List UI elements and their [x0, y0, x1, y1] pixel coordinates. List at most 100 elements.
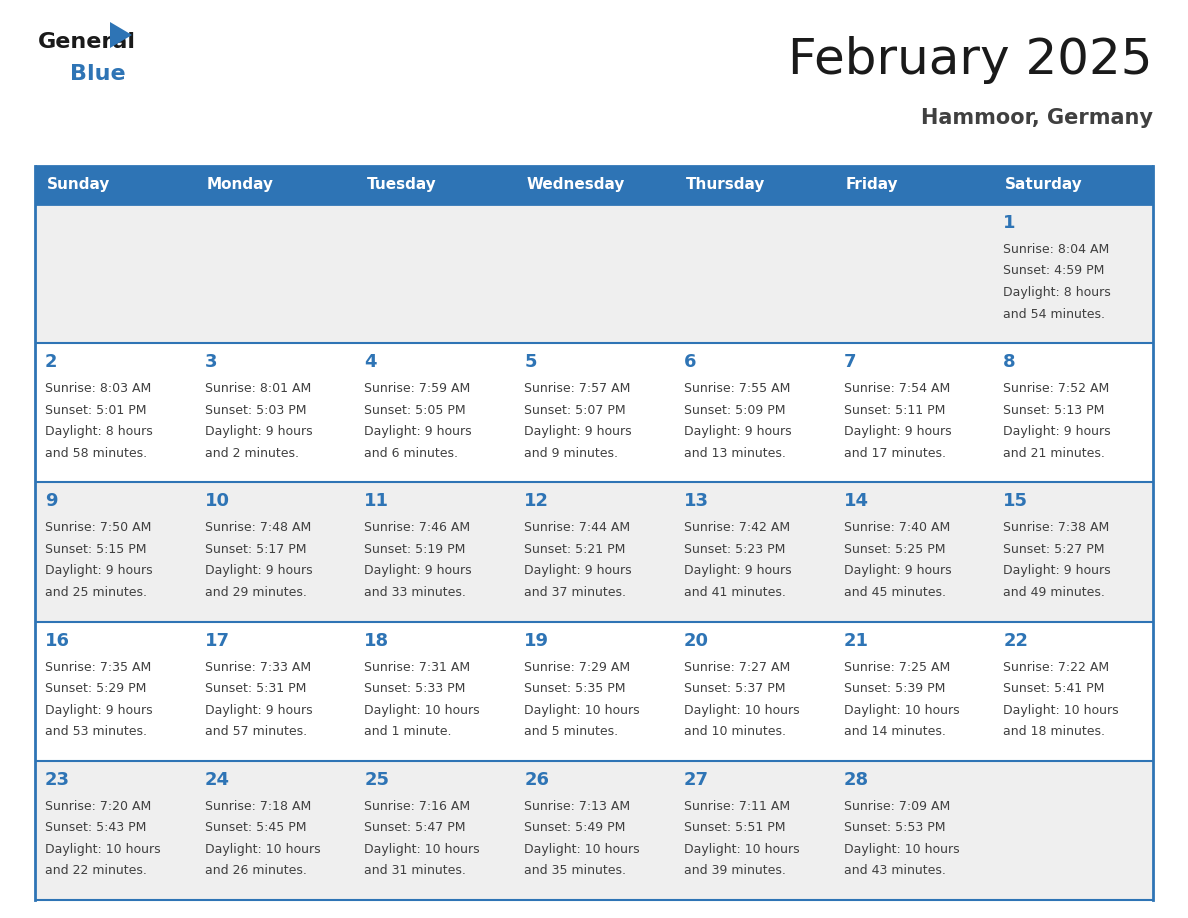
- Text: Sunrise: 7:59 AM: Sunrise: 7:59 AM: [365, 382, 470, 396]
- Text: Sunset: 5:07 PM: Sunset: 5:07 PM: [524, 404, 626, 417]
- Text: 17: 17: [204, 632, 229, 650]
- Text: Sunrise: 7:54 AM: Sunrise: 7:54 AM: [843, 382, 950, 396]
- Text: 8: 8: [1004, 353, 1016, 371]
- Bar: [674, 482, 834, 621]
- Text: Sunrise: 7:20 AM: Sunrise: 7:20 AM: [45, 800, 151, 812]
- Text: and 39 minutes.: and 39 minutes.: [684, 865, 785, 878]
- Text: and 49 minutes.: and 49 minutes.: [1004, 586, 1105, 599]
- Text: 27: 27: [684, 771, 709, 789]
- Bar: [834, 343, 993, 482]
- Bar: [514, 343, 674, 482]
- Text: Daylight: 9 hours: Daylight: 9 hours: [45, 565, 152, 577]
- Bar: [993, 343, 1154, 482]
- Text: and 54 minutes.: and 54 minutes.: [1004, 308, 1105, 320]
- Text: Sunset: 5:47 PM: Sunset: 5:47 PM: [365, 822, 466, 834]
- Text: Daylight: 9 hours: Daylight: 9 hours: [843, 425, 952, 438]
- Bar: [34, 343, 195, 482]
- Text: Sunrise: 7:38 AM: Sunrise: 7:38 AM: [1004, 521, 1110, 534]
- Text: Daylight: 10 hours: Daylight: 10 hours: [684, 703, 800, 717]
- Text: and 45 minutes.: and 45 minutes.: [843, 586, 946, 599]
- Text: and 31 minutes.: and 31 minutes.: [365, 865, 467, 878]
- Text: Sunrise: 7:42 AM: Sunrise: 7:42 AM: [684, 521, 790, 534]
- Text: Tuesday: Tuesday: [366, 177, 436, 193]
- Text: Daylight: 9 hours: Daylight: 9 hours: [1004, 565, 1111, 577]
- Text: Daylight: 9 hours: Daylight: 9 hours: [204, 425, 312, 438]
- Text: Daylight: 10 hours: Daylight: 10 hours: [684, 843, 800, 856]
- Text: 9: 9: [45, 492, 57, 510]
- Text: Sunrise: 8:01 AM: Sunrise: 8:01 AM: [204, 382, 311, 396]
- Text: Daylight: 10 hours: Daylight: 10 hours: [843, 843, 959, 856]
- Text: Daylight: 10 hours: Daylight: 10 hours: [524, 703, 640, 717]
- Text: 5: 5: [524, 353, 537, 371]
- Text: 4: 4: [365, 353, 377, 371]
- Bar: [195, 482, 354, 621]
- Bar: [514, 166, 674, 204]
- Text: and 13 minutes.: and 13 minutes.: [684, 447, 785, 460]
- Text: 21: 21: [843, 632, 868, 650]
- Text: 22: 22: [1004, 632, 1029, 650]
- Text: and 35 minutes.: and 35 minutes.: [524, 865, 626, 878]
- Bar: [834, 204, 993, 343]
- Text: 25: 25: [365, 771, 390, 789]
- Text: Saturday: Saturday: [1005, 177, 1083, 193]
- Bar: [834, 621, 993, 761]
- Text: Daylight: 8 hours: Daylight: 8 hours: [45, 425, 153, 438]
- Text: Daylight: 9 hours: Daylight: 9 hours: [45, 703, 152, 717]
- Bar: [354, 761, 514, 900]
- Bar: [674, 204, 834, 343]
- Polygon shape: [110, 22, 132, 48]
- Text: and 2 minutes.: and 2 minutes.: [204, 447, 298, 460]
- Text: and 37 minutes.: and 37 minutes.: [524, 586, 626, 599]
- Text: Sunrise: 7:31 AM: Sunrise: 7:31 AM: [365, 661, 470, 674]
- Bar: [834, 761, 993, 900]
- Bar: [674, 343, 834, 482]
- Text: Sunset: 5:01 PM: Sunset: 5:01 PM: [45, 404, 146, 417]
- Bar: [195, 761, 354, 900]
- Text: 14: 14: [843, 492, 868, 510]
- Text: 19: 19: [524, 632, 549, 650]
- Bar: [354, 166, 514, 204]
- Text: Sunrise: 7:33 AM: Sunrise: 7:33 AM: [204, 661, 311, 674]
- Text: Daylight: 9 hours: Daylight: 9 hours: [204, 565, 312, 577]
- Bar: [354, 343, 514, 482]
- Text: Daylight: 9 hours: Daylight: 9 hours: [843, 565, 952, 577]
- Text: Monday: Monday: [207, 177, 273, 193]
- Bar: [34, 166, 195, 204]
- Bar: [834, 166, 993, 204]
- Text: Sunset: 5:11 PM: Sunset: 5:11 PM: [843, 404, 944, 417]
- Text: Sunset: 5:21 PM: Sunset: 5:21 PM: [524, 543, 626, 556]
- Text: Daylight: 10 hours: Daylight: 10 hours: [1004, 703, 1119, 717]
- Text: 18: 18: [365, 632, 390, 650]
- Text: Sunrise: 7:16 AM: Sunrise: 7:16 AM: [365, 800, 470, 812]
- Text: and 9 minutes.: and 9 minutes.: [524, 447, 618, 460]
- Text: Sunrise: 7:44 AM: Sunrise: 7:44 AM: [524, 521, 631, 534]
- Text: Sunrise: 7:22 AM: Sunrise: 7:22 AM: [1004, 661, 1110, 674]
- Text: 10: 10: [204, 492, 229, 510]
- Text: 6: 6: [684, 353, 696, 371]
- Text: Daylight: 9 hours: Daylight: 9 hours: [365, 425, 472, 438]
- Text: Sunrise: 7:52 AM: Sunrise: 7:52 AM: [1004, 382, 1110, 396]
- Bar: [34, 621, 195, 761]
- Text: Thursday: Thursday: [685, 177, 765, 193]
- Text: 7: 7: [843, 353, 857, 371]
- Text: Sunrise: 7:25 AM: Sunrise: 7:25 AM: [843, 661, 950, 674]
- Text: Sunset: 5:39 PM: Sunset: 5:39 PM: [843, 682, 944, 695]
- Text: Sunset: 5:19 PM: Sunset: 5:19 PM: [365, 543, 466, 556]
- Text: Daylight: 9 hours: Daylight: 9 hours: [365, 565, 472, 577]
- Text: Sunset: 5:31 PM: Sunset: 5:31 PM: [204, 682, 307, 695]
- Text: Daylight: 9 hours: Daylight: 9 hours: [524, 565, 632, 577]
- Text: Daylight: 9 hours: Daylight: 9 hours: [684, 425, 791, 438]
- Text: Daylight: 8 hours: Daylight: 8 hours: [1004, 286, 1111, 299]
- Bar: [195, 621, 354, 761]
- Text: Sunset: 5:03 PM: Sunset: 5:03 PM: [204, 404, 307, 417]
- Bar: [354, 204, 514, 343]
- Text: Daylight: 10 hours: Daylight: 10 hours: [204, 843, 321, 856]
- Text: Sunset: 5:25 PM: Sunset: 5:25 PM: [843, 543, 946, 556]
- Text: 11: 11: [365, 492, 390, 510]
- Text: Sunrise: 7:50 AM: Sunrise: 7:50 AM: [45, 521, 151, 534]
- Text: Sunrise: 7:13 AM: Sunrise: 7:13 AM: [524, 800, 631, 812]
- Text: and 33 minutes.: and 33 minutes.: [365, 586, 467, 599]
- Text: Sunset: 5:53 PM: Sunset: 5:53 PM: [843, 822, 946, 834]
- Text: Sunset: 5:37 PM: Sunset: 5:37 PM: [684, 682, 785, 695]
- Text: Daylight: 10 hours: Daylight: 10 hours: [365, 703, 480, 717]
